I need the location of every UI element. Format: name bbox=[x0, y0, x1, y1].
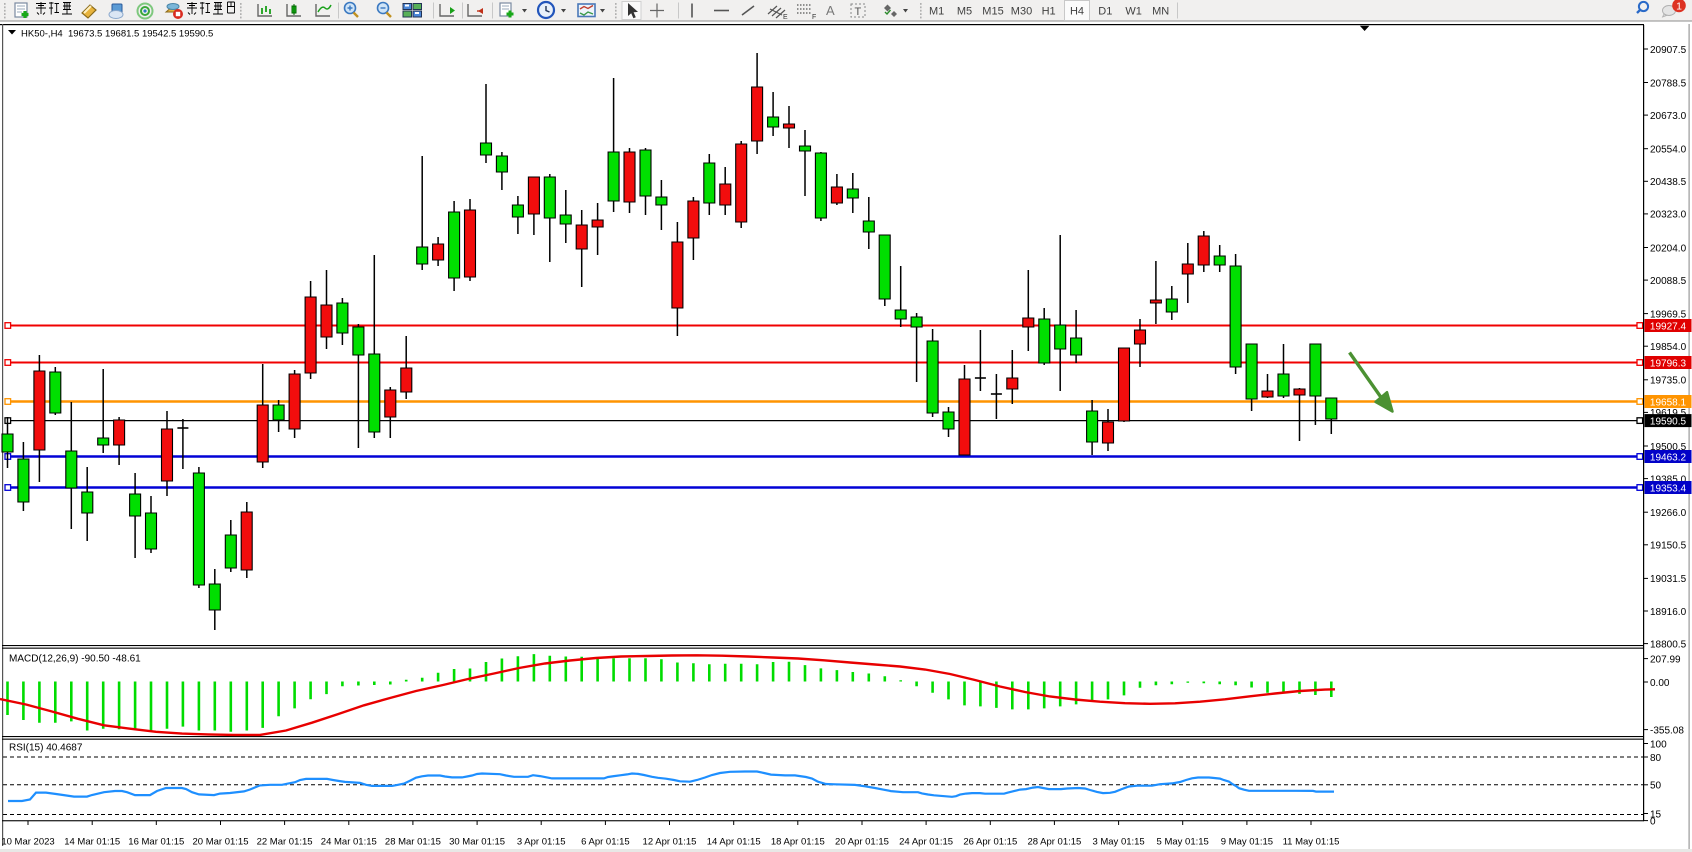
svg-text:19500.5: 19500.5 bbox=[1650, 442, 1687, 453]
svg-text:19150.5: 19150.5 bbox=[1650, 541, 1687, 552]
svg-text:22 Mar 01:15: 22 Mar 01:15 bbox=[257, 837, 313, 848]
svg-text:19266.0: 19266.0 bbox=[1650, 508, 1687, 519]
svg-text:T: T bbox=[855, 6, 862, 18]
svg-text:20323.0: 20323.0 bbox=[1650, 210, 1687, 221]
svg-text:RSI(15) 40.4687: RSI(15) 40.4687 bbox=[9, 743, 83, 754]
svg-text:H1: H1 bbox=[1042, 6, 1056, 18]
svg-text:24 Mar 01:15: 24 Mar 01:15 bbox=[321, 837, 377, 848]
svg-text:18 Apr 01:15: 18 Apr 01:15 bbox=[771, 837, 825, 848]
svg-text:19735.0: 19735.0 bbox=[1650, 376, 1687, 387]
svg-text:-355.08: -355.08 bbox=[1650, 725, 1684, 736]
svg-text:11 May 01:15: 11 May 01:15 bbox=[1283, 837, 1340, 848]
svg-text:F: F bbox=[812, 14, 816, 21]
svg-text:20554.0: 20554.0 bbox=[1650, 145, 1687, 156]
svg-text:80: 80 bbox=[1650, 753, 1662, 764]
svg-text:20 Apr 01:15: 20 Apr 01:15 bbox=[835, 837, 889, 848]
svg-text:HK50-,H4 19673.5 19681.5 1954: HK50-,H4 19673.5 19681.5 19542.5 19590.5 bbox=[21, 29, 213, 40]
svg-text:20088.5: 20088.5 bbox=[1650, 276, 1687, 287]
svg-text:30 Mar 01:15: 30 Mar 01:15 bbox=[449, 837, 505, 848]
svg-text:M30: M30 bbox=[1011, 6, 1032, 18]
svg-text:W1: W1 bbox=[1125, 6, 1142, 18]
svg-text:1: 1 bbox=[1676, 1, 1682, 13]
svg-text:0.00: 0.00 bbox=[1650, 678, 1670, 689]
svg-text:20438.5: 20438.5 bbox=[1650, 177, 1687, 188]
svg-text:24 Apr 01:15: 24 Apr 01:15 bbox=[899, 837, 953, 848]
svg-text:M5: M5 bbox=[957, 6, 972, 18]
svg-text:19619.5: 19619.5 bbox=[1650, 408, 1687, 419]
svg-text:207.99: 207.99 bbox=[1650, 654, 1681, 665]
svg-text:20788.5: 20788.5 bbox=[1650, 78, 1687, 89]
svg-text:9 May 01:15: 9 May 01:15 bbox=[1221, 837, 1273, 848]
svg-text:20907.5: 20907.5 bbox=[1650, 45, 1687, 56]
svg-text:26 Apr 01:15: 26 Apr 01:15 bbox=[963, 837, 1017, 848]
svg-text:M15: M15 bbox=[982, 6, 1003, 18]
svg-text:28 Mar 01:15: 28 Mar 01:15 bbox=[385, 837, 441, 848]
svg-text:D1: D1 bbox=[1098, 6, 1112, 18]
svg-text:5 May 01:15: 5 May 01:15 bbox=[1157, 837, 1209, 848]
svg-text:MACD(12,26,9) -90.50 -48.61: MACD(12,26,9) -90.50 -48.61 bbox=[9, 654, 141, 665]
svg-text:20 Mar 01:15: 20 Mar 01:15 bbox=[193, 837, 249, 848]
svg-text:3 Apr 01:15: 3 Apr 01:15 bbox=[517, 837, 566, 848]
svg-text:14 Apr 01:15: 14 Apr 01:15 bbox=[707, 837, 761, 848]
svg-text:16 Mar 01:15: 16 Mar 01:15 bbox=[128, 837, 184, 848]
svg-text:19927.4: 19927.4 bbox=[1650, 322, 1687, 333]
svg-text:19969.5: 19969.5 bbox=[1650, 309, 1687, 320]
svg-text:19854.0: 19854.0 bbox=[1650, 342, 1687, 353]
svg-text:12 Apr 01:15: 12 Apr 01:15 bbox=[643, 837, 697, 848]
svg-text:6 Apr 01:15: 6 Apr 01:15 bbox=[581, 837, 630, 848]
svg-text:28 Apr 01:15: 28 Apr 01:15 bbox=[1027, 837, 1081, 848]
svg-text:A: A bbox=[826, 3, 835, 18]
svg-text:20673.0: 20673.0 bbox=[1650, 111, 1687, 122]
svg-text:15: 15 bbox=[1650, 809, 1662, 820]
svg-text:3 May 01:15: 3 May 01:15 bbox=[1092, 837, 1144, 848]
svg-text:M1: M1 bbox=[929, 6, 944, 18]
svg-text:14 Mar 01:15: 14 Mar 01:15 bbox=[64, 837, 120, 848]
svg-text:18916.0: 18916.0 bbox=[1650, 607, 1687, 618]
svg-text:19031.5: 19031.5 bbox=[1650, 574, 1687, 585]
svg-text:19353.4: 19353.4 bbox=[1650, 484, 1687, 495]
svg-text:MN: MN bbox=[1152, 6, 1169, 18]
svg-text:100: 100 bbox=[1650, 739, 1667, 750]
svg-text:19385.0: 19385.0 bbox=[1650, 474, 1687, 485]
svg-text:18800.5: 18800.5 bbox=[1650, 639, 1687, 650]
svg-text:50: 50 bbox=[1650, 781, 1662, 792]
svg-text:19658.1: 19658.1 bbox=[1650, 398, 1687, 409]
svg-text:20204.0: 20204.0 bbox=[1650, 243, 1687, 254]
svg-text:19463.2: 19463.2 bbox=[1650, 453, 1687, 464]
svg-text:H4: H4 bbox=[1070, 6, 1084, 18]
svg-text:E: E bbox=[783, 14, 788, 21]
svg-text:19590.5: 19590.5 bbox=[1650, 417, 1687, 428]
svg-text:0: 0 bbox=[1650, 816, 1656, 827]
svg-text:10 Mar 2023: 10 Mar 2023 bbox=[1, 837, 54, 848]
svg-text:19796.3: 19796.3 bbox=[1650, 359, 1687, 370]
